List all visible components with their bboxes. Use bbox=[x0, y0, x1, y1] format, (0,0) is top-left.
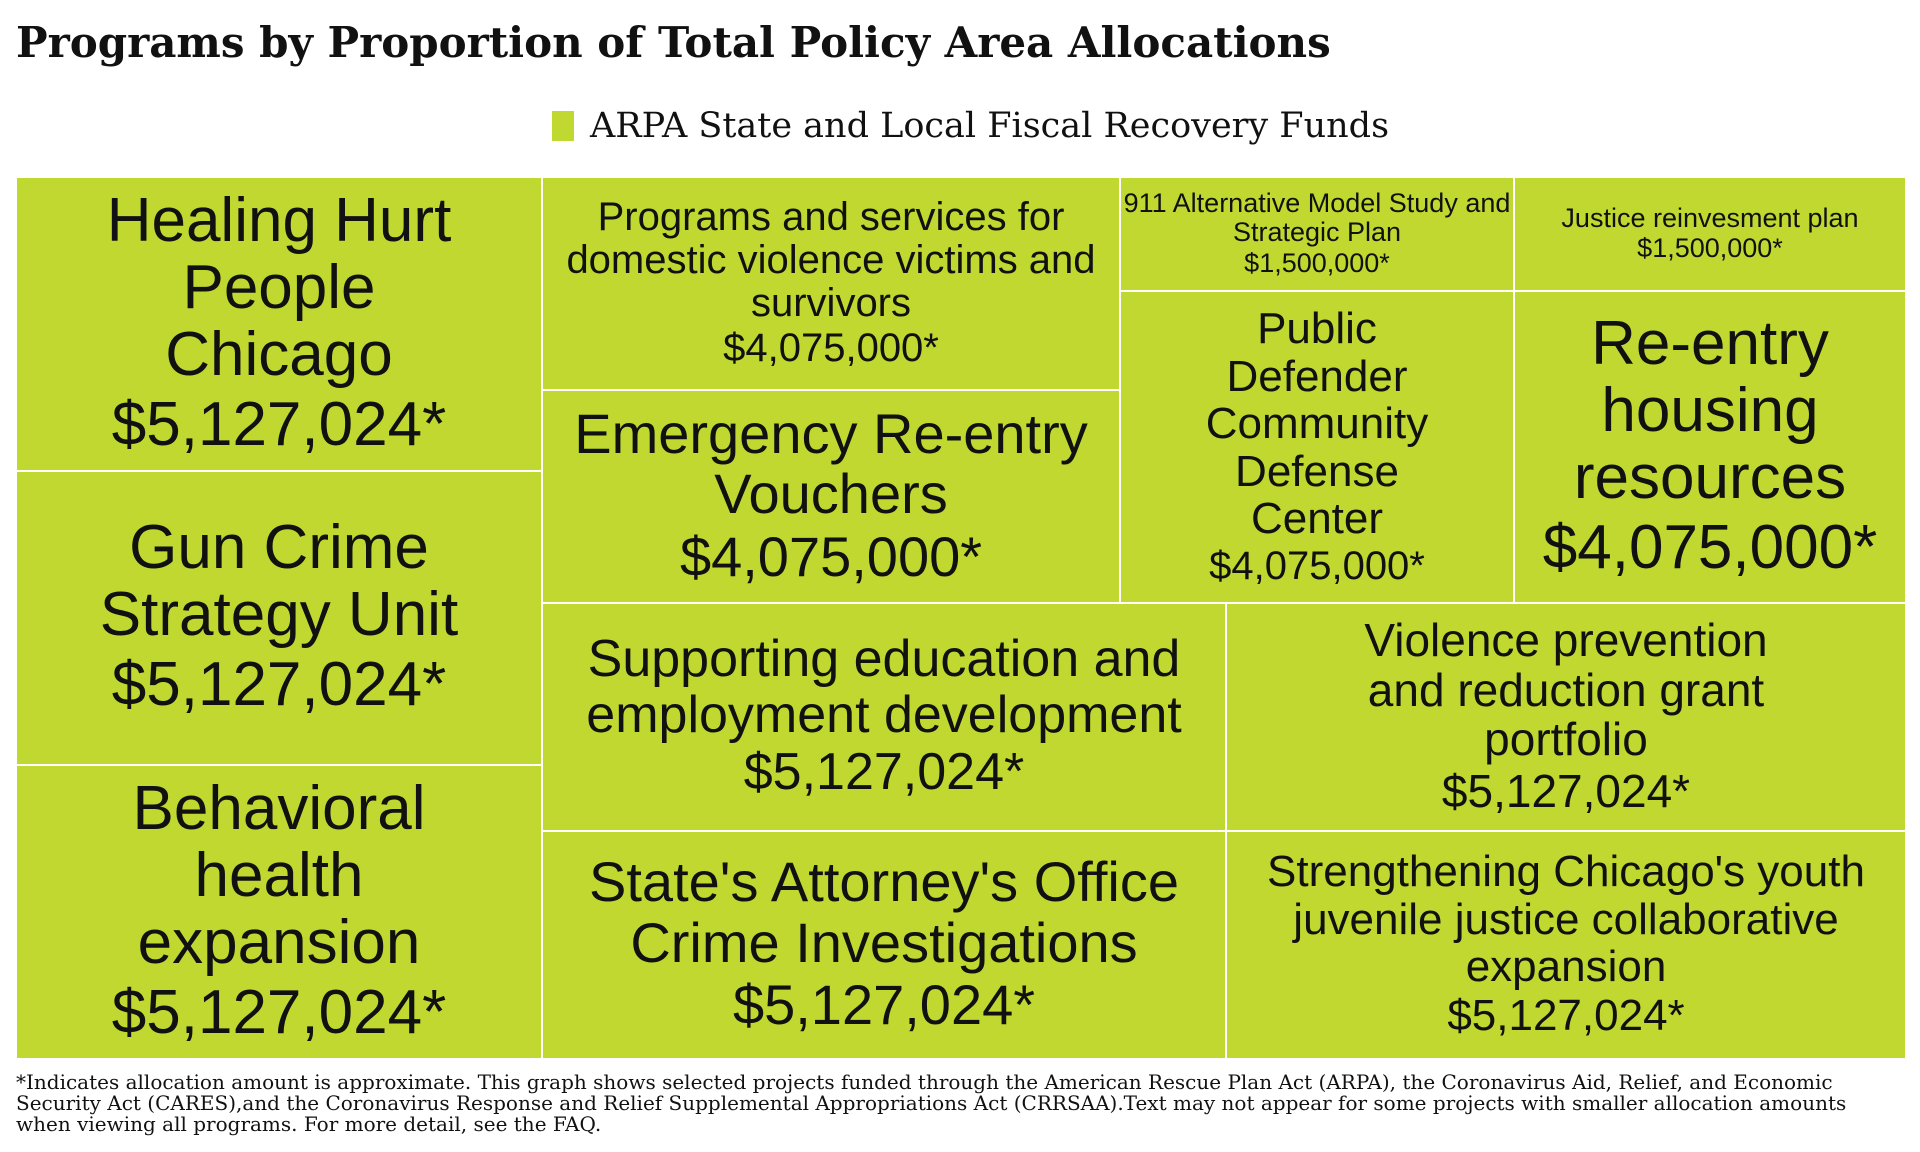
tile-label: Re-entry housing resources bbox=[1573, 308, 1847, 512]
treemap-tile[interactable]: Emergency Re-entry Vouchers $4,075,000* bbox=[542, 390, 1120, 603]
tile-value: $4,075,000* bbox=[1209, 543, 1425, 588]
tile-value: $5,127,024* bbox=[111, 389, 447, 459]
legend-swatch bbox=[552, 111, 574, 141]
chart-title: Programs by Proportion of Total Policy A… bbox=[16, 18, 1331, 67]
tile-label: Behavioral health expansion bbox=[132, 773, 426, 977]
tile-value: $4,075,000* bbox=[723, 326, 939, 371]
legend-label: ARPA State and Local Fiscal Recovery Fun… bbox=[590, 106, 1390, 146]
tile-label: Healing Hurt People Chicago bbox=[106, 185, 452, 389]
treemap-tile[interactable]: Public Defender Community Defense Center… bbox=[1120, 291, 1514, 603]
tile-value: $4,075,000* bbox=[1542, 512, 1878, 582]
tile-value: $5,127,024* bbox=[111, 977, 447, 1047]
tile-label: Justice reinvesment plan bbox=[1561, 202, 1859, 233]
treemap-tile[interactable]: Re-entry housing resources $4,075,000* bbox=[1514, 291, 1906, 603]
tile-label: Emergency Re-entry Vouchers bbox=[574, 401, 1088, 526]
tile-label: Strengthening Chicago's youth juvenile j… bbox=[1267, 847, 1865, 992]
treemap-tile[interactable]: Healing Hurt People Chicago $5,127,024* bbox=[16, 177, 542, 471]
footnote: *Indicates allocation amount is approxim… bbox=[16, 1070, 1847, 1136]
tile-label: Public Defender Community Defense Center bbox=[1205, 304, 1429, 544]
tile-value: $5,127,024* bbox=[743, 743, 1025, 802]
treemap-tile[interactable]: Violence prevention and reduction grant … bbox=[1226, 603, 1906, 831]
tile-value: $1,500,000* bbox=[1244, 247, 1390, 278]
tile-label: Programs and services for domestic viole… bbox=[566, 194, 1096, 326]
tile-label: Violence prevention and reduction grant … bbox=[1364, 614, 1768, 766]
tile-value: $4,075,000* bbox=[679, 524, 983, 588]
tile-value: $5,127,024* bbox=[1441, 765, 1691, 818]
treemap-tile[interactable]: 911 Alternative Model Study and Strategi… bbox=[1120, 177, 1514, 291]
tile-value: $1,500,000* bbox=[1637, 233, 1783, 264]
tile-label: Supporting education and employment deve… bbox=[586, 629, 1182, 745]
treemap: Healing Hurt People Chicago $5,127,024* Gu… bbox=[16, 177, 1906, 1059]
tile-value: $5,127,024* bbox=[1447, 990, 1685, 1040]
legend[interactable]: ARPA State and Local Fiscal Recovery Fun… bbox=[552, 104, 1389, 148]
treemap-tile[interactable]: State's Attorney's Office Crime Investig… bbox=[542, 831, 1226, 1059]
treemap-tile[interactable]: Behavioral health expansion $5,127,024* bbox=[16, 765, 542, 1059]
treemap-tile[interactable]: Justice reinvesment plan $1,500,000* bbox=[1514, 177, 1906, 291]
tile-label: State's Attorney's Office Crime Investig… bbox=[589, 850, 1179, 974]
treemap-tile[interactable]: Gun Crime Strategy Unit $5,127,024* bbox=[16, 471, 542, 765]
tile-label: 911 Alternative Model Study and Strategi… bbox=[1123, 188, 1511, 248]
tile-value: $5,127,024* bbox=[732, 973, 1036, 1037]
tile-label: Gun Crime Strategy Unit bbox=[99, 513, 459, 650]
treemap-tile[interactable]: Programs and services for domestic viole… bbox=[542, 177, 1120, 390]
treemap-tile[interactable]: Strengthening Chicago's youth juvenile j… bbox=[1226, 831, 1906, 1059]
tile-value: $5,127,024* bbox=[111, 650, 447, 720]
treemap-tile[interactable]: Supporting education and employment deve… bbox=[542, 603, 1226, 831]
